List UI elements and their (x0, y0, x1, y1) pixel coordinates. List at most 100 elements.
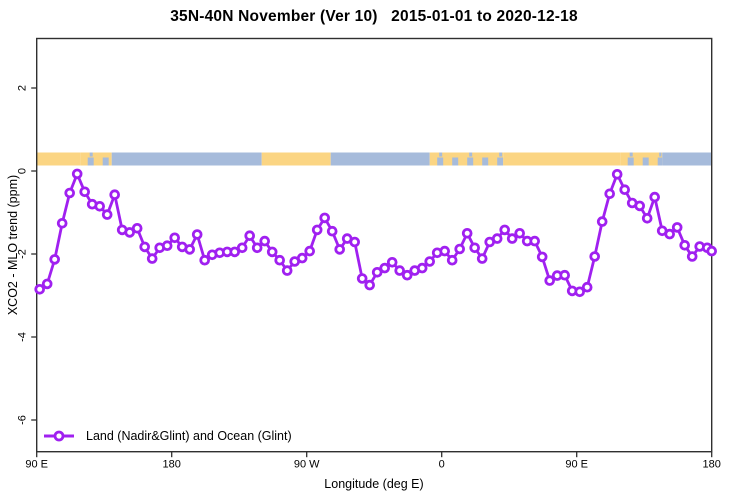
chart-title: 35N-40N November (Ver 10) 2015-01-01 to … (170, 8, 578, 25)
legend-line-marker-icon (44, 430, 74, 442)
mixed-segment-patch (482, 157, 489, 166)
mixed-segment-patch (627, 157, 634, 166)
data-point (634, 200, 645, 212)
data-point (64, 187, 75, 199)
data-point (706, 245, 717, 257)
data-point (146, 253, 158, 264)
mixed-segment-patch (439, 152, 443, 157)
mixed-segment-patch (452, 157, 459, 166)
data-point (461, 228, 473, 239)
data-point (544, 275, 555, 286)
data-point (641, 213, 653, 224)
plot-border (36, 37, 713, 453)
y-tick-label: -4 (17, 332, 29, 342)
ocean-segment (111, 152, 262, 166)
data-point (169, 232, 181, 244)
data-point (41, 278, 53, 290)
data-point (109, 189, 120, 201)
data-point (581, 281, 593, 293)
data-point (259, 235, 271, 247)
data-point (94, 201, 105, 212)
data-point (311, 224, 323, 236)
data-point (671, 222, 683, 233)
data-point (446, 254, 458, 266)
data-point (574, 286, 585, 298)
data-point (559, 269, 570, 281)
data-point (281, 265, 293, 276)
data-point (514, 228, 525, 239)
data-point (686, 251, 698, 262)
data-point (71, 168, 83, 180)
data-point (469, 242, 481, 254)
x-tick-label: 180 (703, 459, 721, 471)
data-point (251, 242, 263, 254)
data-point (334, 244, 346, 255)
x-tick-label: 180 (163, 459, 181, 471)
data-point (454, 243, 466, 255)
ocean-segment (330, 152, 430, 166)
mixed-segment-patch (467, 157, 474, 166)
mixed-segment-patch (497, 157, 504, 166)
data-point (619, 184, 630, 196)
mixed-segment (620, 152, 663, 166)
x-tick-label: 90 E (565, 459, 588, 471)
land-segment (261, 152, 331, 166)
data-point (244, 230, 256, 242)
data-point (349, 236, 361, 248)
data-point (34, 283, 45, 295)
data-point (649, 191, 660, 203)
data-point (499, 224, 511, 236)
data-point (371, 266, 383, 278)
data-point (664, 228, 675, 240)
data-point (236, 242, 248, 254)
mixed-segment-patch (89, 152, 93, 157)
mixed-segment-patch (469, 152, 473, 157)
mixed-segment-patch (659, 152, 662, 157)
data-point (56, 218, 68, 229)
data-point (416, 262, 428, 274)
data-point (356, 273, 368, 284)
data-point (611, 169, 623, 180)
data-point (266, 246, 278, 258)
mixed-segment-patch (629, 152, 633, 157)
data-point (536, 251, 548, 263)
data-point (506, 233, 518, 244)
x-tick-label: 90 E (25, 459, 48, 471)
data-point (124, 227, 135, 238)
data-point (131, 223, 143, 234)
y-tick-label: -2 (17, 249, 29, 259)
data-point (79, 186, 90, 198)
ocean-segment (662, 152, 712, 166)
data-point (139, 241, 151, 253)
land-segment (36, 152, 81, 166)
x-tick-label: 90 W (294, 459, 320, 471)
data-point (476, 253, 488, 264)
data-point (424, 256, 436, 267)
data-point (229, 246, 241, 258)
data-point (274, 254, 286, 266)
mixed-segment-patch (87, 157, 94, 166)
data-point (604, 188, 615, 200)
data-point (161, 240, 173, 252)
data-point (364, 279, 376, 291)
legend-label: Land (Nadir&Glint) and Ocean (Glint) (86, 429, 292, 443)
data-point (49, 254, 60, 265)
mixed-segment-patch (102, 157, 109, 166)
y-tick-label: 2 (17, 85, 29, 91)
mixed-segment-patch (642, 157, 649, 166)
x-axis-title: Longitude (deg E) (324, 477, 424, 491)
data-point (319, 212, 331, 224)
data-point (589, 251, 600, 262)
land-segment (503, 152, 621, 166)
mixed-segment-patch (437, 157, 444, 166)
mixed-segment-patch (657, 157, 663, 166)
data-point (679, 240, 690, 251)
y-tick-label: -6 (17, 415, 29, 425)
data-point (439, 245, 451, 257)
data-point (184, 244, 196, 255)
legend: Land (Nadir&Glint) and Ocean (Glint) (42, 429, 292, 443)
data-point (379, 262, 391, 274)
data-point (394, 265, 406, 276)
